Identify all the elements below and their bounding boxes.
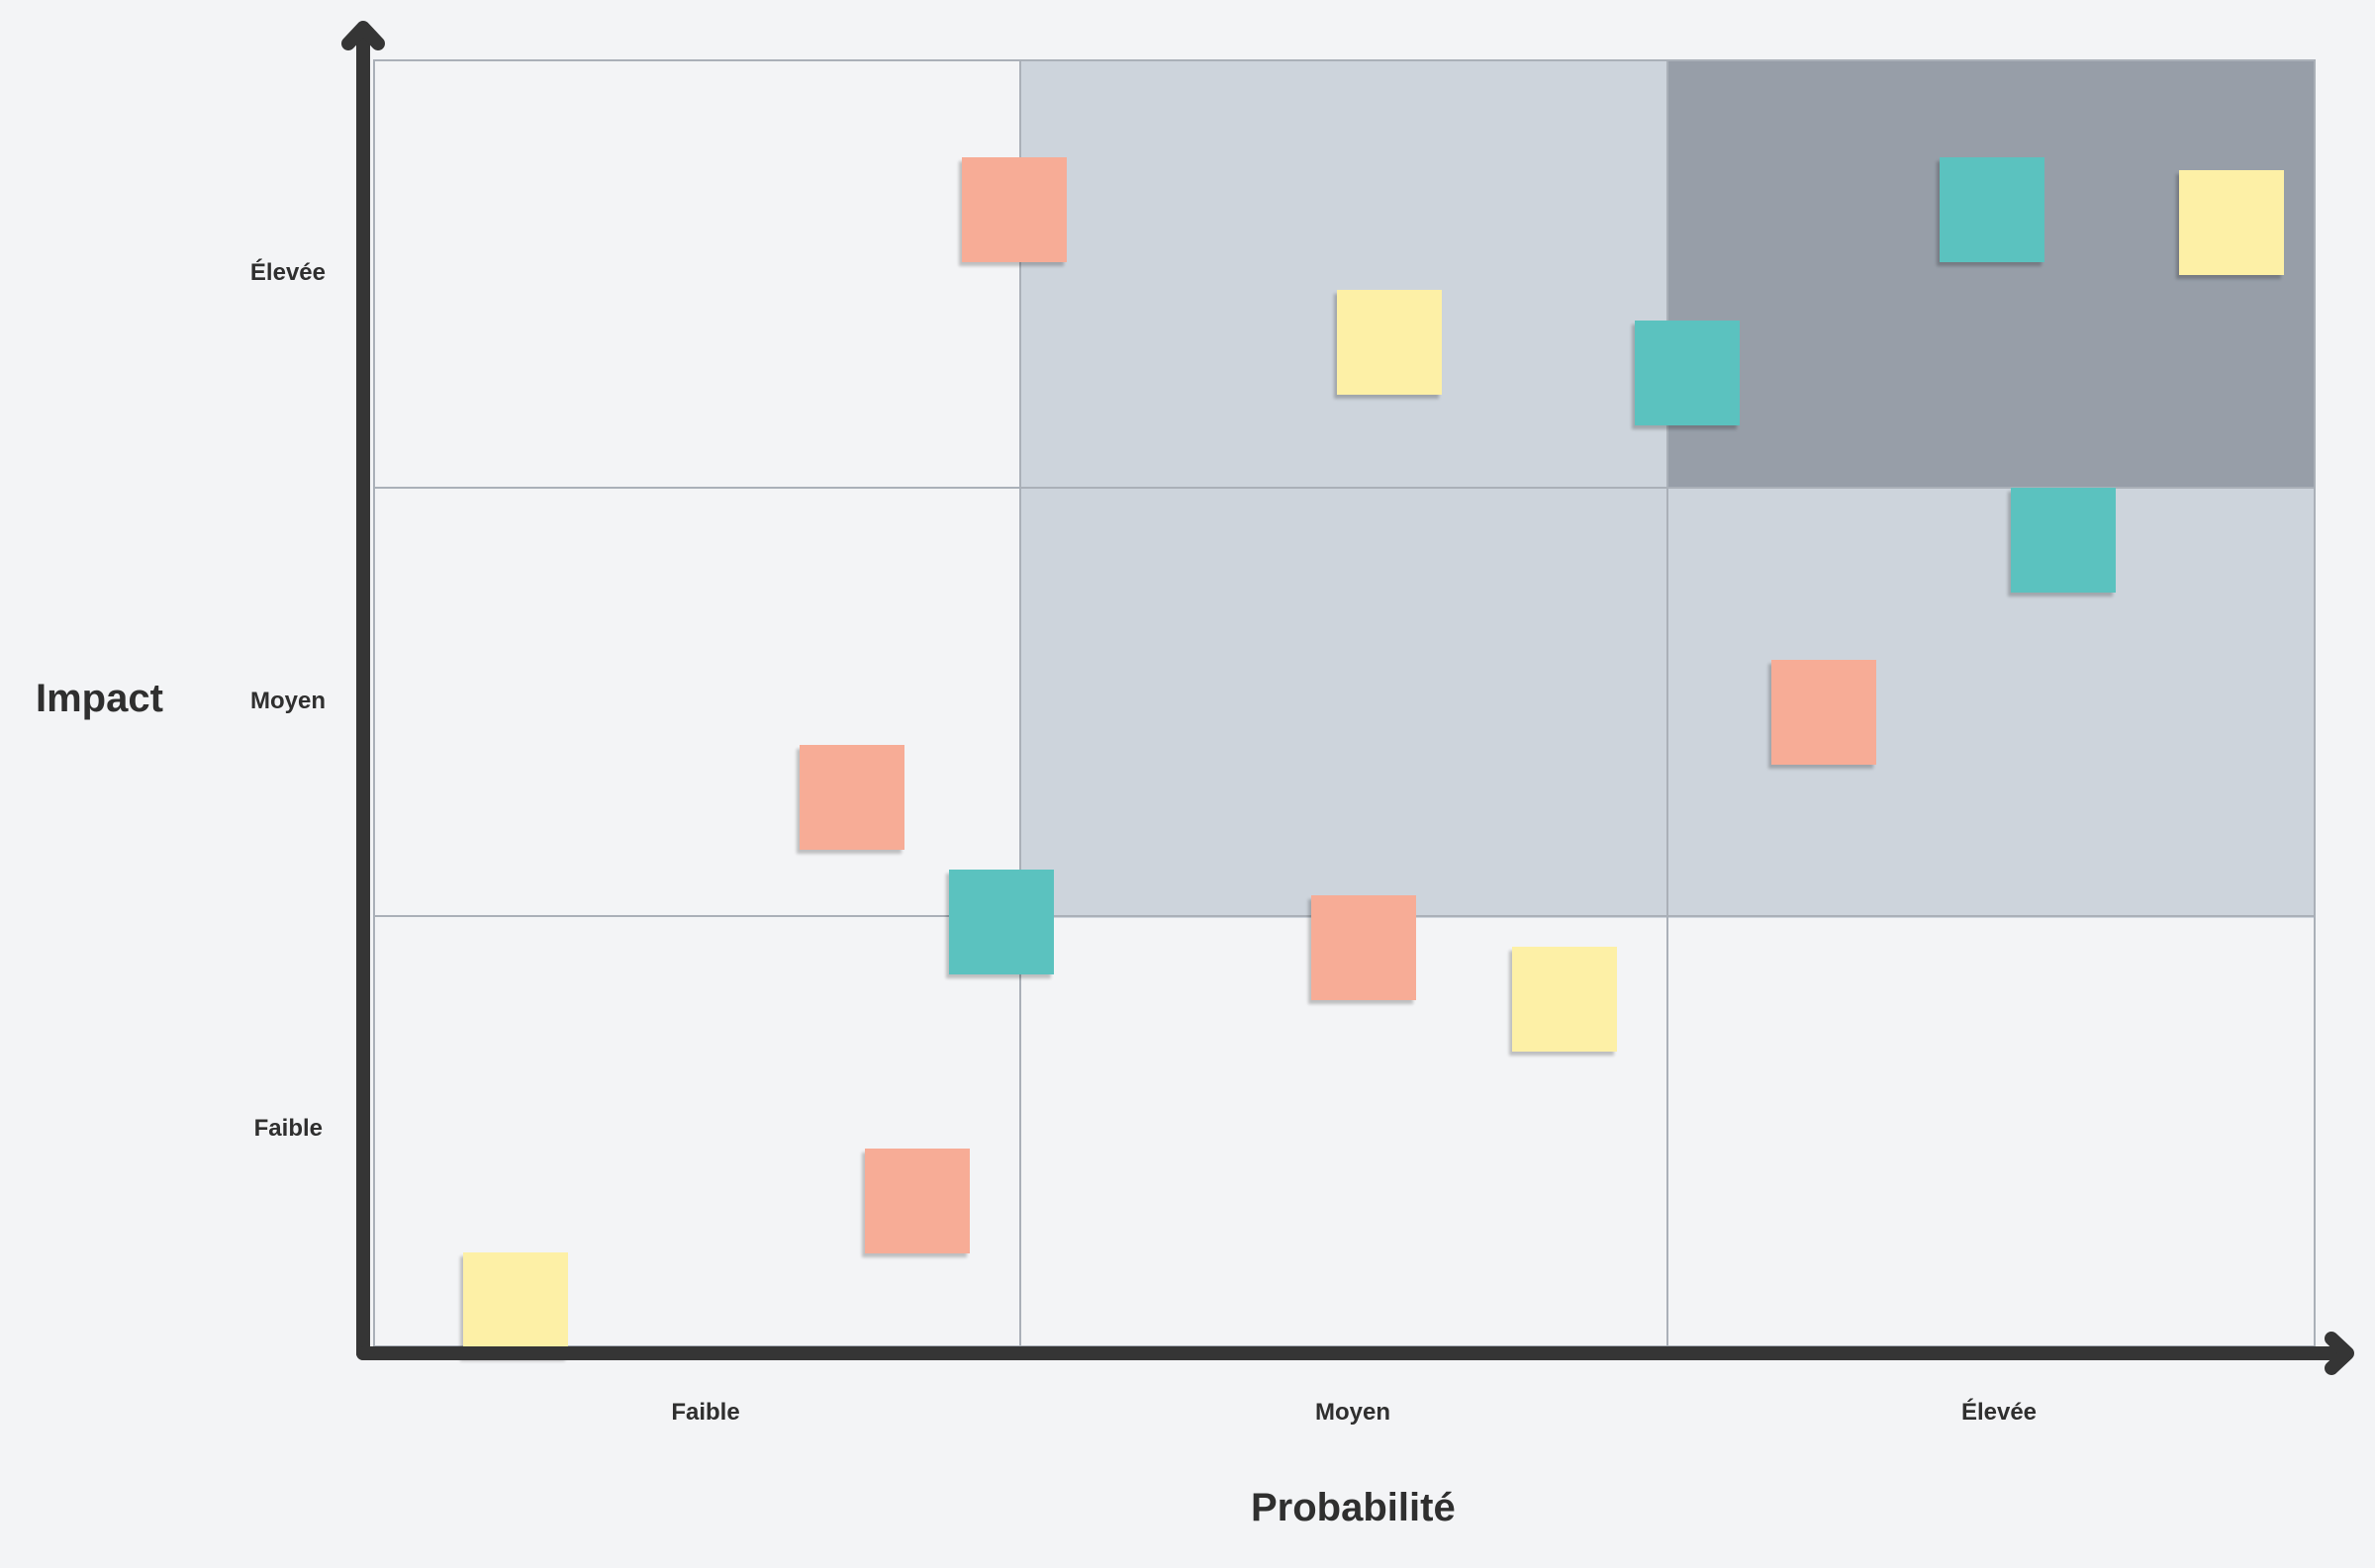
zone-cell-low — [373, 59, 1021, 489]
sticky-note-yellow[interactable] — [2178, 169, 2284, 275]
zone-cell-low — [373, 489, 1021, 918]
sticky-note-salmon[interactable] — [1770, 659, 1876, 765]
y-tick-low: Faible — [253, 1115, 323, 1142]
sticky-note-teal[interactable] — [1635, 320, 1741, 425]
y-axis-title: Impact — [36, 677, 163, 720]
sticky-note-yellow[interactable] — [462, 1251, 568, 1357]
y-tick-high: Élevée — [249, 259, 326, 286]
sticky-note-salmon[interactable] — [961, 156, 1067, 262]
x-tick-medium: Moyen — [1314, 1399, 1390, 1426]
sticky-note-teal[interactable] — [2010, 488, 2116, 594]
x-tick-high: Élevée — [1960, 1399, 2038, 1426]
sticky-note-yellow[interactable] — [1511, 947, 1617, 1053]
y-tick-medium: Moyen — [249, 688, 326, 714]
grid-line-v2 — [1666, 59, 1668, 1347]
sticky-note-salmon[interactable] — [1311, 895, 1417, 1001]
y-axis-arrowhead — [341, 21, 385, 50]
zone-cell-low — [1667, 918, 2316, 1347]
grid-line-h1 — [373, 487, 2316, 489]
sticky-note-teal[interactable] — [948, 870, 1054, 975]
zone-cell-medium — [1020, 489, 1668, 918]
x-axis-arrowhead — [2325, 1332, 2354, 1375]
sticky-note-teal[interactable] — [1939, 156, 2044, 262]
sticky-note-salmon[interactable] — [864, 1149, 970, 1254]
zone-cell-medium — [1020, 59, 1668, 489]
sticky-note-salmon[interactable] — [800, 745, 905, 851]
x-axis-title: Probabilité — [1251, 1486, 1456, 1529]
sticky-note-yellow[interactable] — [1337, 290, 1443, 396]
x-tick-low: Faible — [671, 1399, 740, 1426]
grid-line-v1 — [1019, 59, 1021, 1347]
